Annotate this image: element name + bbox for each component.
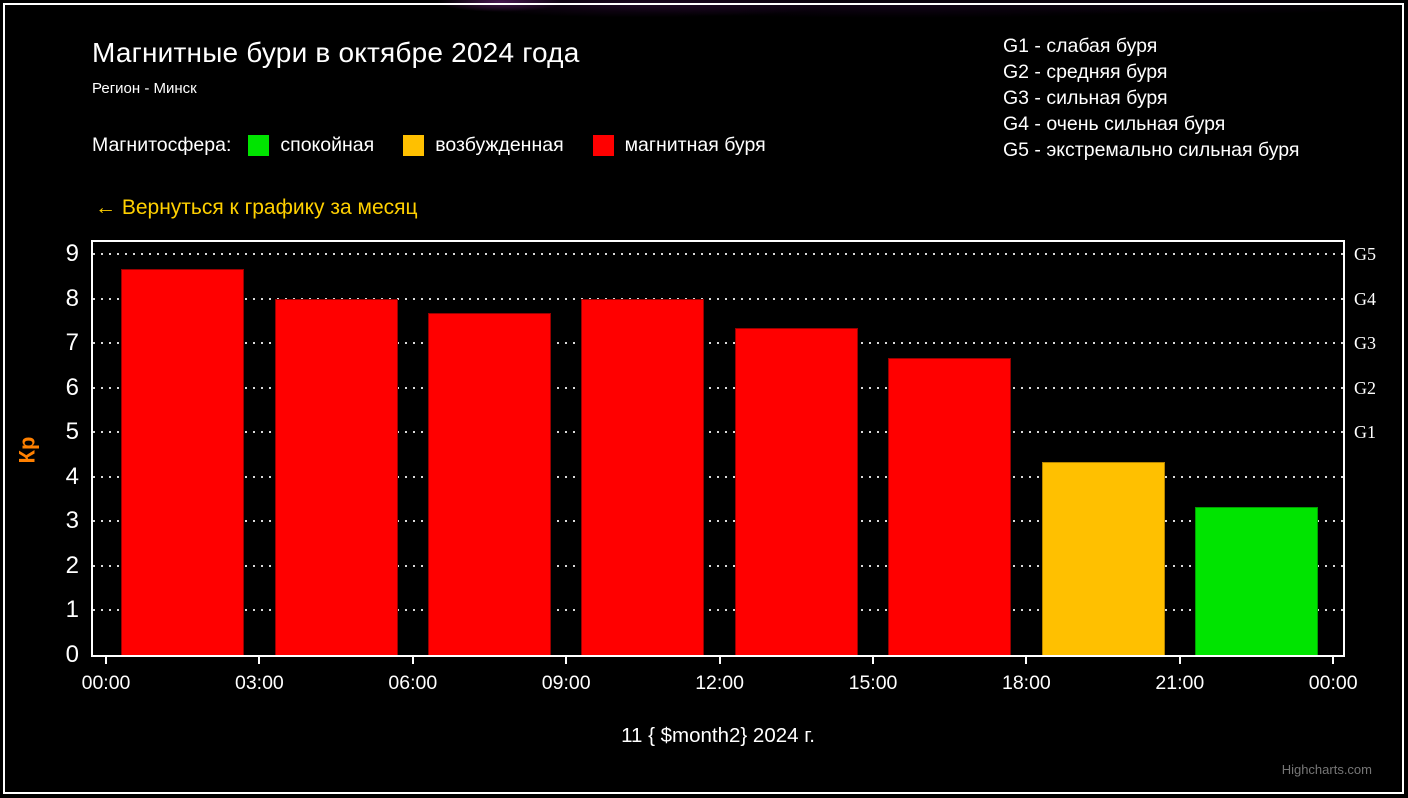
- calm-color-swatch: [248, 135, 270, 156]
- x-axis-tick-8: [1332, 655, 1335, 664]
- y-axis-label-7: 7: [65, 329, 79, 357]
- chart-title: Магнитные бури в октябре 2024 года: [92, 37, 580, 68]
- y-axis-label-8: 8: [65, 284, 79, 312]
- kp-bar-5: [734, 328, 858, 655]
- x-axis-label-8: 00:00: [1308, 672, 1358, 694]
- storm-scale-item-g3: G3 - сильная буря: [1003, 87, 1168, 109]
- x-axis-label-5: 15:00: [848, 672, 898, 694]
- gridline-kp-5: [93, 431, 1343, 434]
- gridline-kp-9: [93, 253, 1343, 256]
- chart-subtitle: Регион - Минск: [92, 80, 197, 97]
- kp-bar-4: [581, 298, 705, 655]
- legend-item-storm-label: магнитная буря: [624, 134, 766, 156]
- gridline-kp-6: [93, 386, 1343, 389]
- x-axis-tick-0: [105, 655, 107, 664]
- x-axis-label-0: 00:00: [81, 672, 131, 694]
- y-axis-label-2: 2: [65, 551, 79, 579]
- y-axis-label-3: 3: [65, 507, 79, 535]
- gridline-kp-8: [93, 297, 1343, 300]
- gridline-kp-1: [93, 609, 1343, 612]
- x-axis-tick-3: [565, 655, 568, 664]
- legend-item-calm-label: спокойная: [280, 134, 375, 156]
- x-axis-tick-4: [718, 655, 721, 664]
- y-axis-label-6: 6: [65, 373, 79, 401]
- y-axis-title: Кр: [14, 436, 40, 464]
- legend-item-calm: спокойная: [248, 134, 374, 157]
- x-axis-tick-5: [872, 655, 874, 664]
- y-axis-label-9: 9: [65, 240, 79, 268]
- gridline-kp-4: [93, 475, 1343, 478]
- x-axis-title: 11 { $month2} 2024 г.: [621, 724, 815, 747]
- highcharts-credit[interactable]: Highcharts.com: [1281, 762, 1372, 777]
- x-axis-label-4: 12:00: [695, 672, 744, 694]
- right-axis-label-g1: G1: [1354, 422, 1376, 443]
- kp-bar-3: [428, 313, 551, 655]
- y-axis-label-0: 0: [65, 641, 79, 668]
- x-axis-tick-2: [411, 655, 414, 664]
- kp-bar-7: [1041, 462, 1165, 655]
- kp-bar-1: [121, 268, 245, 655]
- y-axis-label-4: 4: [65, 462, 79, 490]
- x-axis-tick-1: [258, 655, 261, 664]
- kp-bar-8: [1195, 506, 1318, 655]
- right-axis-label-g3: G3: [1354, 333, 1376, 354]
- legend-item-storm: магнитная буря: [592, 134, 766, 157]
- storm-scale-item-g1: G1 - слабая буря: [1003, 35, 1158, 57]
- x-axis-tick-7: [1178, 655, 1181, 664]
- storm-scale-item-g2: G2 - средняя буря: [1003, 61, 1168, 83]
- y-axis-label-1: 1: [65, 596, 79, 624]
- y-axis-label-5: 5: [65, 418, 79, 446]
- x-axis-label-1: 03:00: [234, 672, 284, 694]
- storm-scale-item-g4: G4 - очень сильная буря: [1003, 113, 1226, 135]
- x-axis-tick-6: [1025, 655, 1028, 664]
- kp-bar-6: [888, 357, 1012, 655]
- x-axis-label-7: 21:00: [1155, 672, 1205, 694]
- excited-color-swatch: [403, 135, 425, 156]
- storm-scale-legend: G1 - слабая буря G2 - средняя буря G3 - …: [1003, 33, 1299, 163]
- legend-title: Магнитосфера:: [92, 134, 232, 156]
- back-to-month-link[interactable]: ← Вернуться к графику за месяц: [95, 196, 418, 219]
- right-axis-label-g4: G4: [1354, 288, 1376, 309]
- gridline-kp-7: [93, 342, 1343, 345]
- x-axis-label-3: 09:00: [541, 672, 591, 694]
- x-axis-label-6: 18:00: [1001, 672, 1051, 694]
- storm-color-swatch: [592, 135, 614, 156]
- legend-item-excited-label: возбужденная: [435, 134, 564, 156]
- storm-scale-item-g5: G5 - экстремально сильная буря: [1003, 139, 1300, 161]
- x-axis-label-2: 06:00: [388, 672, 438, 694]
- right-axis-label-g5: G5: [1354, 244, 1376, 265]
- kp-bar-2: [274, 298, 398, 655]
- plot-area: 0 1 2 3 4 5 6 7 8 9 G5 G4 G3 G2 G1 00:00 03:00 06:00 09:00…: [66, 240, 1376, 694]
- gridline-kp-3: [93, 520, 1343, 523]
- right-axis-label-g2: G2: [1354, 377, 1376, 398]
- gridline-kp-2: [93, 564, 1343, 567]
- legend-item-excited: возбужденная: [403, 134, 564, 157]
- magnetosphere-legend: Магнитосфера: спокойная возбужденная маг…: [92, 134, 795, 157]
